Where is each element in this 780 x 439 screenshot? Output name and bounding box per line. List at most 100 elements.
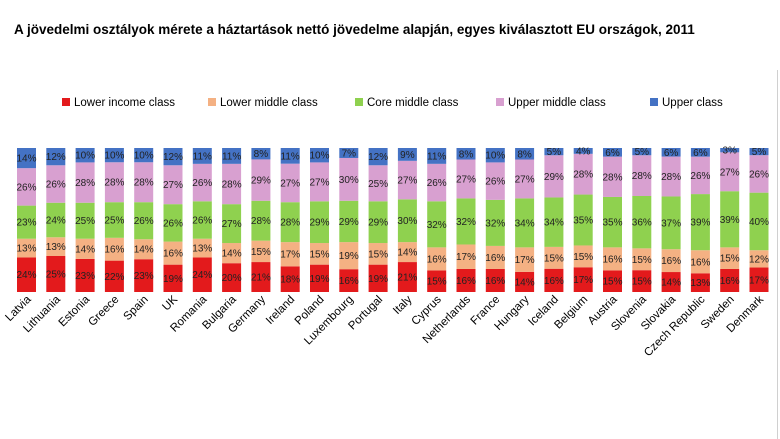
data-label: 19% xyxy=(309,274,329,285)
bar-upper-class-bulgaria xyxy=(222,148,242,164)
data-label: 24% xyxy=(192,270,212,281)
bar-lower-middle-class-portugal xyxy=(368,243,388,265)
bar-lower-middle-class-slovakia xyxy=(661,249,681,273)
x-tick-label-uk: UK xyxy=(160,293,180,313)
bar-core-middle-class-lithuania xyxy=(46,202,66,238)
data-label: 16% xyxy=(602,254,622,265)
data-label: 30% xyxy=(397,216,417,227)
bar-core-middle-class-slovakia xyxy=(661,196,681,250)
data-label: 28% xyxy=(75,178,95,189)
data-label: 21% xyxy=(251,273,271,284)
data-label: 16% xyxy=(485,276,505,287)
bar-core-middle-class-portugal xyxy=(368,201,388,244)
bar-upper-class-belgium xyxy=(573,148,593,154)
bar-lower-middle-class-belgium xyxy=(573,245,593,268)
data-label: 22% xyxy=(104,272,124,283)
bar-upper-class-ireland xyxy=(280,148,300,164)
data-label: 34% xyxy=(544,218,564,229)
data-label: 32% xyxy=(427,220,447,231)
bar-lower-middle-class-germany xyxy=(251,240,271,263)
data-label: 28% xyxy=(632,171,652,182)
bar-lower-income-class-lithuania xyxy=(46,256,66,292)
bar-lower-middle-class-slovenia xyxy=(632,248,652,271)
bar-core-middle-class-austria xyxy=(603,196,622,248)
bar-upper-middle-class-denmark xyxy=(749,155,769,193)
bar-lower-income-class-hungary xyxy=(515,271,535,292)
data-label: 14% xyxy=(222,249,242,260)
bar-upper-middle-class-spain xyxy=(134,162,154,203)
bar-upper-class-slovenia xyxy=(632,148,652,156)
bar-upper-middle-class-uk xyxy=(163,165,183,205)
data-label: 26% xyxy=(192,178,212,189)
data-label: 29% xyxy=(309,218,329,229)
legend-label-lower-income-class: Lower income class xyxy=(74,97,175,109)
bar-lower-income-class-bulgaria xyxy=(222,263,242,292)
data-label: 15% xyxy=(309,249,329,260)
data-label: 4% xyxy=(576,146,591,157)
data-label: 26% xyxy=(46,180,66,191)
data-label: 26% xyxy=(427,178,447,189)
bar-upper-middle-class-estonia xyxy=(75,162,95,203)
bar-lower-income-class-netherlands xyxy=(456,268,476,292)
data-label: 36% xyxy=(632,218,652,229)
bar-upper-class-latvia xyxy=(17,148,36,169)
data-label: 28% xyxy=(602,172,622,183)
bar-upper-class-italy xyxy=(397,148,417,161)
bar-upper-middle-class-belgium xyxy=(573,153,593,195)
data-label: 13% xyxy=(192,244,212,255)
bar-lower-income-class-czech-republic xyxy=(690,273,710,292)
x-tick-label-greece: Greece xyxy=(86,294,121,329)
data-label: 15% xyxy=(632,277,652,288)
data-label: 30% xyxy=(339,175,359,186)
data-label: 10% xyxy=(134,151,154,162)
data-label: 28% xyxy=(104,178,124,189)
bar-upper-middle-class-latvia xyxy=(17,168,36,206)
bar-lower-middle-class-cyprus xyxy=(427,247,447,271)
data-label: 10% xyxy=(309,151,329,162)
bar-lower-income-class-slovakia xyxy=(661,272,681,292)
bar-lower-middle-class-hungary xyxy=(515,247,535,272)
data-label: 29% xyxy=(544,172,564,183)
data-label: 28% xyxy=(280,218,300,229)
data-label: 15% xyxy=(427,277,447,288)
bar-core-middle-class-poland xyxy=(310,201,329,244)
data-label: 19% xyxy=(368,274,388,285)
data-label: 5% xyxy=(547,147,562,158)
data-label: 16% xyxy=(690,257,710,268)
data-label: 9% xyxy=(400,150,415,161)
data-label: 25% xyxy=(75,216,95,227)
bar-upper-middle-class-cyprus xyxy=(427,163,447,202)
data-label: 10% xyxy=(485,151,505,162)
bar-upper-middle-class-romania xyxy=(192,163,212,202)
data-label: 12% xyxy=(368,152,388,163)
bar-upper-class-austria xyxy=(603,148,622,157)
data-label: 27% xyxy=(515,174,535,185)
legend-label-core-middle-class: Core middle class xyxy=(367,97,459,109)
bar-upper-middle-class-slovakia xyxy=(661,156,681,197)
bar-upper-class-germany xyxy=(251,148,271,160)
bar-lower-middle-class-latvia xyxy=(17,238,36,258)
data-label: 15% xyxy=(720,254,740,265)
bar-core-middle-class-estonia xyxy=(75,202,95,239)
bar-lower-income-class-uk xyxy=(163,264,183,292)
data-label: 7% xyxy=(342,148,357,159)
bar-lower-middle-class-italy xyxy=(397,242,417,263)
data-label: 23% xyxy=(16,218,36,229)
bar-lower-income-class-latvia xyxy=(17,257,36,292)
bar-lower-middle-class-ireland xyxy=(280,242,300,267)
data-label: 34% xyxy=(515,218,535,229)
legend-label-upper-middle-class: Upper middle class xyxy=(508,97,606,109)
bar-upper-middle-class-portugal xyxy=(368,165,388,202)
bar-upper-class-slovakia xyxy=(661,148,681,157)
data-label: 16% xyxy=(485,253,505,264)
data-label: 15% xyxy=(573,252,593,263)
data-label: 35% xyxy=(602,218,622,229)
bar-core-middle-class-romania xyxy=(192,201,212,239)
data-label: 11% xyxy=(193,151,212,162)
data-label: 27% xyxy=(280,178,300,189)
bar-core-middle-class-slovenia xyxy=(632,196,652,249)
data-label: 8% xyxy=(254,149,269,160)
data-label: 26% xyxy=(134,216,154,227)
data-label: 14% xyxy=(75,244,95,255)
